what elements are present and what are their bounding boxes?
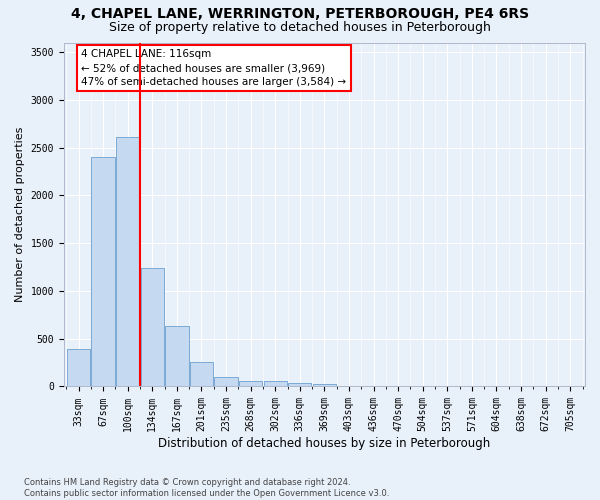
Bar	[140, 268, 164, 386]
Bar	[190, 362, 213, 386]
Bar	[116, 137, 139, 386]
Bar	[214, 378, 238, 386]
Bar	[165, 326, 188, 386]
Bar	[91, 157, 115, 386]
Bar	[67, 349, 90, 387]
X-axis label: Distribution of detached houses by size in Peterborough: Distribution of detached houses by size …	[158, 437, 491, 450]
Bar	[239, 380, 262, 386]
Bar	[288, 382, 311, 386]
Bar	[313, 384, 336, 386]
Bar	[263, 381, 287, 386]
Text: Contains HM Land Registry data © Crown copyright and database right 2024.
Contai: Contains HM Land Registry data © Crown c…	[24, 478, 389, 498]
Y-axis label: Number of detached properties: Number of detached properties	[15, 127, 25, 302]
Text: Size of property relative to detached houses in Peterborough: Size of property relative to detached ho…	[109, 21, 491, 34]
Text: 4, CHAPEL LANE, WERRINGTON, PETERBOROUGH, PE4 6RS: 4, CHAPEL LANE, WERRINGTON, PETERBOROUGH…	[71, 8, 529, 22]
Text: 4 CHAPEL LANE: 116sqm
← 52% of detached houses are smaller (3,969)
47% of semi-d: 4 CHAPEL LANE: 116sqm ← 52% of detached …	[82, 49, 347, 87]
